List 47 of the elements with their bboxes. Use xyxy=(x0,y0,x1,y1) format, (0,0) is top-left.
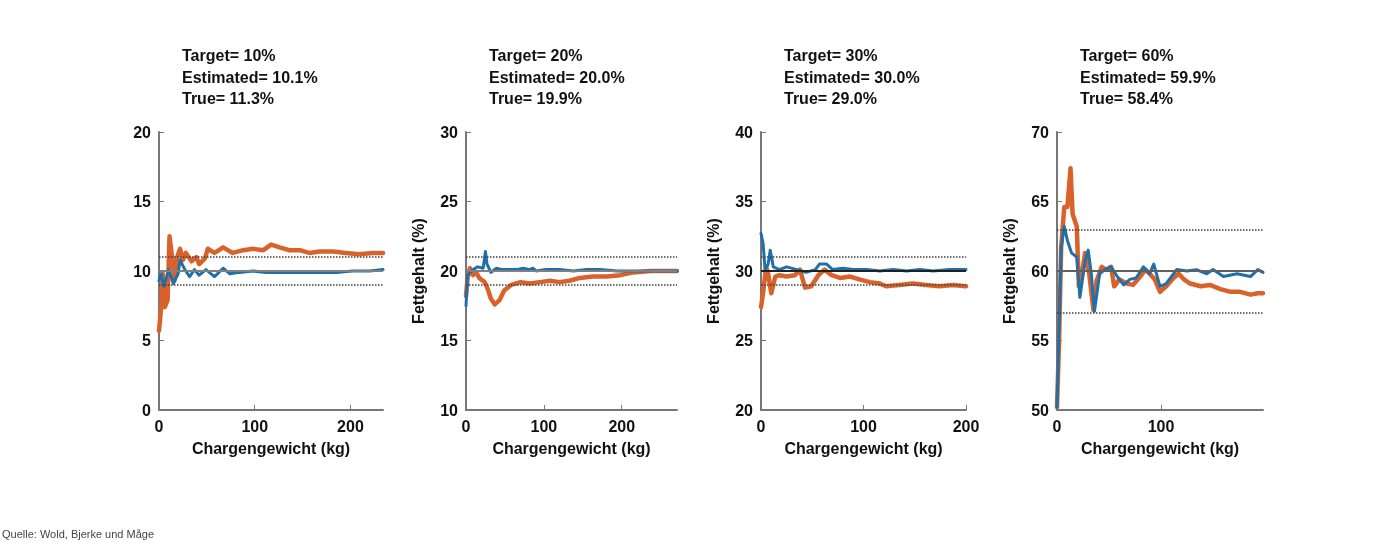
y-axis-title: Fettgehalt (%) xyxy=(1000,218,1018,324)
y-tick-label: 10 xyxy=(440,401,459,419)
y-tick-label: 20 xyxy=(735,401,754,419)
x-tick-label: 200 xyxy=(337,417,364,435)
x-tick-label: 0 xyxy=(756,417,766,435)
x-tick-label: 100 xyxy=(530,417,558,435)
chart-title: Target= 20% xyxy=(489,46,583,64)
chart-subtitle: Estimated= 59.9% True= 58.4% xyxy=(1080,69,1216,107)
y-tick-label: 20 xyxy=(133,123,152,141)
y-tick-label: 50 xyxy=(1031,401,1050,419)
y-tick-label: 60 xyxy=(1031,262,1050,280)
y-tick-label: 30 xyxy=(735,262,754,280)
x-tick-label: 0 xyxy=(1052,417,1062,435)
chart-subtitle: Estimated= 20.0% True= 19.9% xyxy=(489,69,625,107)
chart-title: Target= 60% xyxy=(1080,46,1174,64)
x-tick-label: 200 xyxy=(608,417,636,435)
x-axis-title: Chargengewicht (kg) xyxy=(492,439,651,457)
chart-subtitle: Estimated= 30.0% True= 29.0% xyxy=(784,69,920,107)
x-tick-label: 100 xyxy=(1147,417,1175,435)
y-tick-label: 15 xyxy=(133,193,152,210)
y-tick-label: 0 xyxy=(142,401,152,419)
y-tick-label: 35 xyxy=(735,193,754,210)
x-tick-label: 200 xyxy=(952,417,980,435)
x-axis-title: Chargengewicht (kg) xyxy=(191,439,351,457)
chart-subtitle: Estimated= 10.1% True= 11.3% xyxy=(182,69,318,107)
source-note: Quelle: Wold, Bjerke und Måge xyxy=(2,527,155,540)
y-tick-label: 25 xyxy=(735,332,754,349)
y-tick-label: 30 xyxy=(440,123,459,141)
y-tick-label: 15 xyxy=(440,332,459,349)
y-tick-label: 40 xyxy=(735,123,754,141)
y-tick-label: 55 xyxy=(1031,332,1050,349)
x-tick-label: 100 xyxy=(241,417,269,435)
chart-title: Target= 10% xyxy=(182,46,276,64)
x-tick-label: 0 xyxy=(461,417,471,435)
y-axis-title: Fettgehalt (%) xyxy=(409,218,427,324)
x-tick-label: 0 xyxy=(154,417,164,435)
x-axis-title: Chargengewicht (kg) xyxy=(1080,439,1240,457)
y-tick-label: 65 xyxy=(1031,193,1050,210)
y-tick-label: 70 xyxy=(1031,123,1050,141)
x-tick-label: 100 xyxy=(850,417,877,435)
chart-title: Target= 30% xyxy=(784,46,878,64)
x-axis-title: Chargengewicht (kg) xyxy=(784,439,943,457)
y-tick-label: 5 xyxy=(142,332,152,349)
y-axis-title: Fettgehalt (%) xyxy=(704,218,722,324)
y-tick-label: 20 xyxy=(440,262,459,280)
y-tick-label: 25 xyxy=(440,193,459,210)
y-tick-label: 10 xyxy=(133,262,152,280)
